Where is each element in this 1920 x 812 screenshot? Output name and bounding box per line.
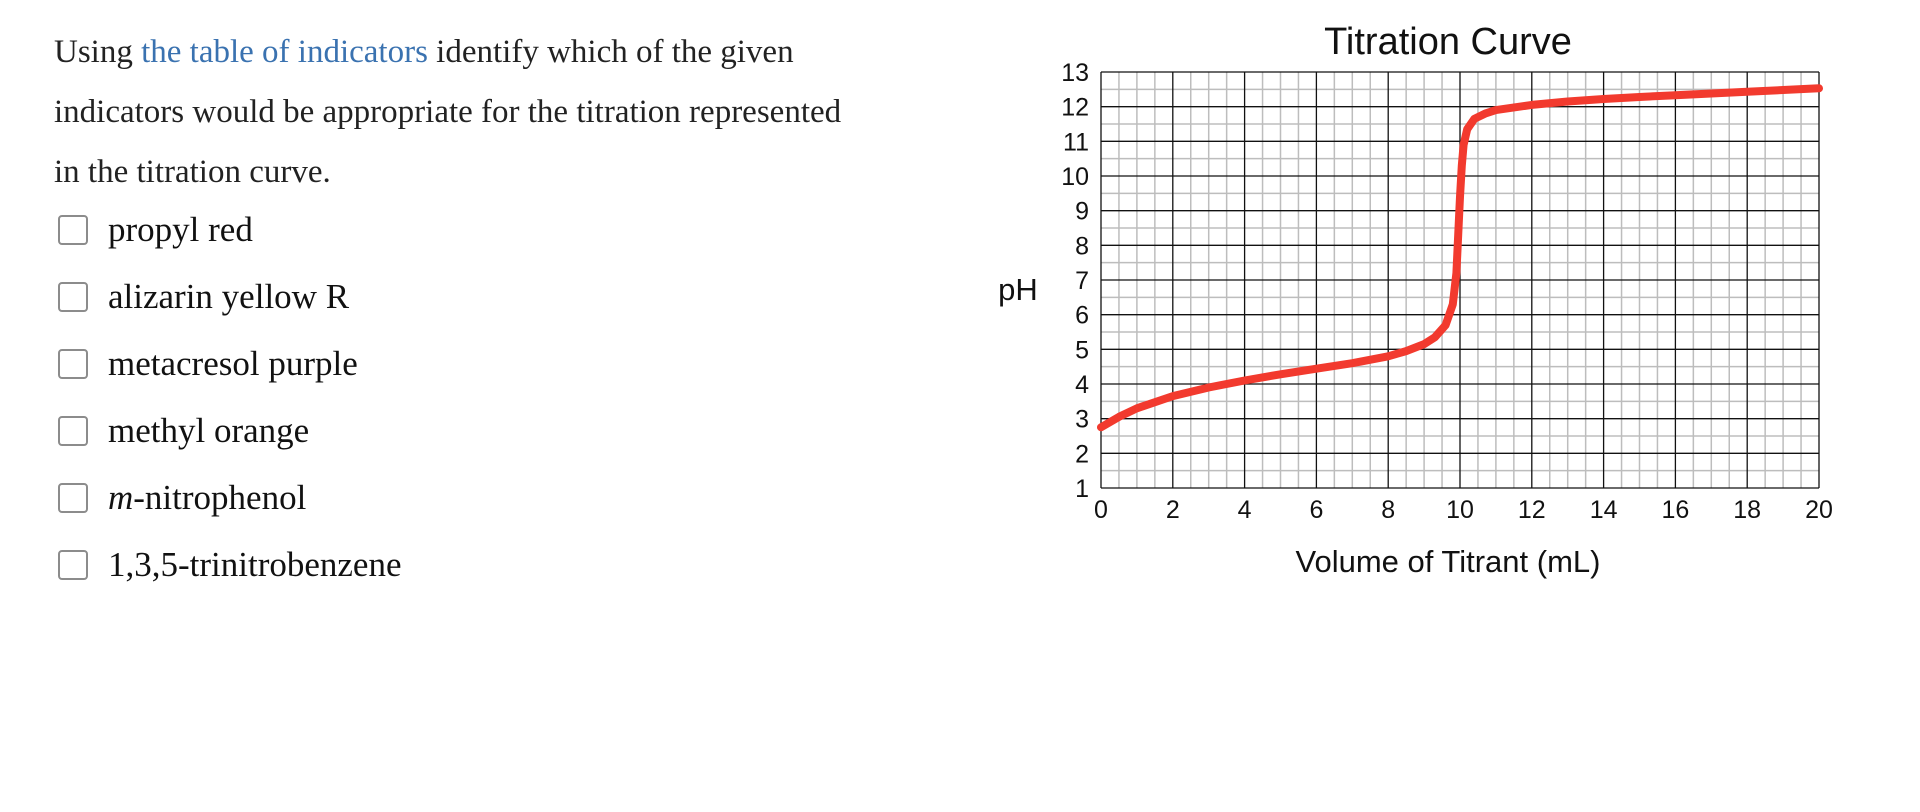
option-label: propyl red	[108, 209, 253, 249]
option-m-nitrophenol[interactable]: m-nitrophenol	[58, 464, 402, 531]
y-tick-label: 6	[1075, 302, 1089, 330]
x-tick-label: 16	[1661, 496, 1689, 524]
question-prefix: Using	[54, 34, 133, 70]
option-label: 1,3,5-trinitrobenzene	[108, 544, 402, 584]
y-tick-label: 11	[1063, 128, 1089, 156]
option-label: m-nitrophenol	[108, 478, 306, 518]
question-line-3: in the titration curve.	[54, 154, 331, 190]
indicator-table-link[interactable]: the table of indicators	[141, 34, 428, 70]
option-trinitrobenzene[interactable]: 1,3,5-trinitrobenzene	[58, 531, 402, 598]
titration-curve-line	[1097, 84, 1823, 432]
checkbox[interactable]	[58, 482, 88, 513]
indicator-options: propyl red alizarin yellow R metacresol …	[58, 196, 402, 598]
checkbox[interactable]	[58, 348, 88, 379]
x-tick-label: 4	[1238, 496, 1252, 524]
y-tick-label: 5	[1075, 336, 1089, 364]
option-label: methyl orange	[108, 410, 310, 450]
x-tick-label: 10	[1446, 496, 1474, 524]
question-text: Using the table of indicators identify w…	[54, 22, 934, 202]
y-tick-label: 3	[1075, 406, 1089, 434]
x-tick-label: 8	[1381, 496, 1395, 524]
option-italic-prefix: m	[108, 477, 134, 517]
option-alizarin-yellow-r[interactable]: alizarin yellow R	[58, 263, 402, 330]
option-label: alizarin yellow R	[108, 276, 350, 316]
y-tick-label: 1	[1075, 475, 1089, 503]
y-tick-label: 2	[1075, 440, 1089, 468]
y-tick-label: 7	[1075, 267, 1089, 295]
question-line-1: Using the table of indicators identify w…	[54, 22, 934, 82]
question-line1-rest: identify which of the given	[436, 34, 794, 70]
option-propyl-red[interactable]: propyl red	[58, 196, 402, 263]
x-tick-label: 20	[1805, 496, 1833, 524]
option-label-rest: -nitrophenol	[133, 477, 307, 517]
checkbox[interactable]	[58, 214, 88, 245]
x-tick-label: 14	[1590, 496, 1618, 524]
x-axis-label: Volume of Titrant (mL)	[1296, 544, 1601, 579]
y-tick-label: 4	[1075, 371, 1089, 399]
x-tick-label: 18	[1733, 496, 1761, 524]
y-tick-label: 8	[1075, 232, 1089, 260]
y-tick-label: 12	[1061, 94, 1089, 122]
option-label: metacresol purple	[108, 343, 358, 383]
y-tick-label: 13	[1061, 59, 1089, 87]
checkbox[interactable]	[58, 281, 88, 312]
x-tick-label: 0	[1094, 496, 1108, 524]
y-tick-label: 9	[1075, 198, 1089, 226]
question-line-2: indicators would be appropriate for the …	[54, 94, 842, 130]
option-metacresol-purple[interactable]: metacresol purple	[58, 330, 402, 397]
chart-grid	[1100, 71, 1820, 489]
x-tick-label: 12	[1518, 496, 1546, 524]
option-methyl-orange[interactable]: methyl orange	[58, 397, 402, 464]
y-tick-label: 10	[1061, 163, 1089, 191]
checkbox[interactable]	[58, 549, 88, 580]
y-axis-label: pH	[998, 272, 1038, 307]
checkbox[interactable]	[58, 415, 88, 446]
x-tick-label: 2	[1166, 496, 1180, 524]
chart-title: Titration Curve	[1324, 21, 1572, 63]
x-tick-label: 6	[1309, 496, 1323, 524]
